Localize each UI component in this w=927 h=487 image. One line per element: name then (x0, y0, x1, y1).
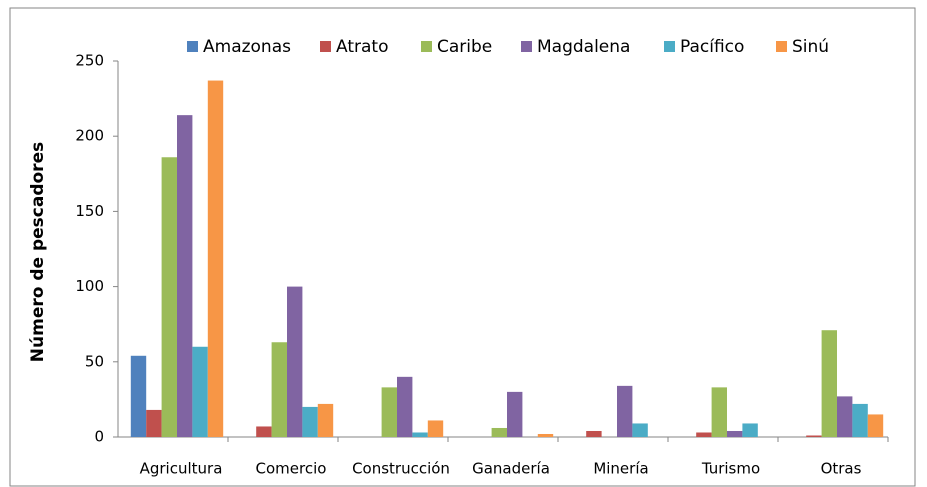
bar (161, 157, 177, 438)
bar (207, 80, 224, 437)
legend-swatch (187, 41, 198, 52)
bar (271, 342, 287, 437)
legend-label: Caribe (437, 37, 492, 57)
chart-frame (9, 7, 916, 487)
bar (617, 385, 633, 437)
y-tick-label: 250 (75, 52, 104, 70)
bar (130, 355, 147, 437)
legend-label: Amazonas (203, 37, 291, 57)
bar (586, 430, 602, 437)
legend-label: Sinú (792, 37, 829, 57)
y-axis-label: Número de pescadores (28, 142, 48, 362)
y-tick-label: 150 (75, 202, 104, 220)
bar (727, 430, 743, 437)
legend-swatch (521, 41, 532, 52)
legend-swatch (320, 41, 331, 52)
bar (806, 435, 822, 437)
bar (427, 420, 444, 437)
y-tick-label: 200 (75, 127, 104, 145)
bar (397, 376, 413, 437)
bar (537, 433, 554, 437)
bar (867, 414, 884, 437)
bar (696, 432, 712, 437)
x-tick-label: Minería (593, 460, 648, 478)
y-tick-label: 100 (75, 277, 104, 295)
bar (302, 406, 318, 437)
legend-swatch (421, 41, 432, 52)
bar (632, 423, 648, 437)
bar (287, 286, 303, 437)
legend-swatch (776, 41, 787, 52)
bar (317, 403, 334, 437)
y-tick-label: 0 (94, 428, 104, 446)
x-tick-label: Turismo (701, 460, 760, 478)
x-tick-label: Otras (821, 460, 862, 478)
legend-label: Pacífico (680, 37, 744, 57)
legend-swatch (664, 41, 675, 52)
legend-label: Atrato (336, 37, 388, 57)
bar (852, 403, 868, 437)
bar (146, 409, 162, 437)
bar (821, 330, 837, 437)
bar (711, 387, 727, 437)
bar (491, 427, 507, 437)
x-tick-label: Ganadería (472, 460, 550, 478)
bar (412, 432, 428, 437)
bar (837, 396, 853, 437)
bar (256, 426, 272, 437)
bar (192, 346, 208, 437)
bar (381, 387, 397, 437)
bar (507, 391, 523, 437)
x-tick-label: Agricultura (140, 460, 223, 478)
x-tick-label: Comercio (256, 460, 327, 478)
legend-label: Magdalena (537, 37, 630, 57)
bar (177, 115, 193, 438)
y-tick-label: 50 (85, 352, 104, 370)
bar (742, 423, 758, 437)
x-tick-label: Construcción (352, 460, 450, 478)
